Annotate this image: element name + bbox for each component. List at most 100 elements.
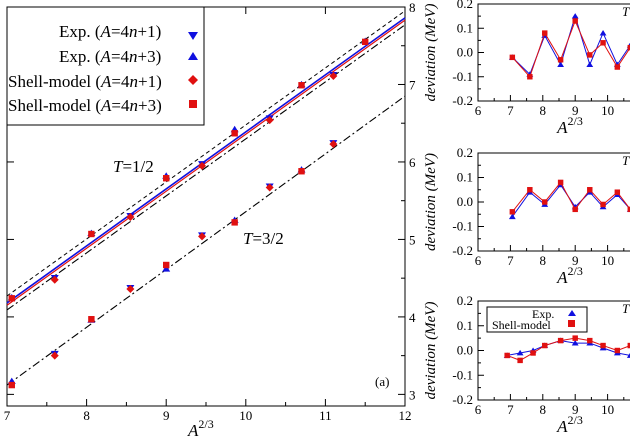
deviation-panels: -0.2-0.10.00.10.26789101deviation (MeV)A…	[423, 0, 630, 436]
dev-x-tick-label: 9	[572, 402, 579, 417]
dev-y-tick-label: -0.2	[452, 243, 473, 258]
dev-series-line	[511, 14, 630, 76]
x-tick-label: 7	[4, 408, 11, 423]
x-tick-label: 11	[319, 408, 332, 423]
legend-marker-tri-up	[188, 52, 198, 60]
main-data-points	[7, 37, 370, 389]
deviation-legend-tri	[568, 310, 576, 316]
data-point	[198, 161, 207, 170]
x-tick-label: 10	[239, 408, 252, 423]
dev-x-tick-label: 7	[507, 103, 514, 118]
deviation-legend-exp: Exp.	[532, 307, 554, 321]
dev-y-tick-label: 0.0	[457, 45, 473, 60]
deviation-panel-3: -0.2-0.10.00.10.26789101deviation (MeV)A…	[423, 293, 630, 436]
dev-y-tick-label: 0.0	[457, 343, 473, 358]
data-point	[329, 140, 338, 149]
data-point	[265, 116, 274, 125]
dev-data-point	[614, 347, 621, 354]
dev-x-tick-label: 6	[475, 253, 482, 268]
data-point	[231, 130, 238, 137]
dev-x-tick-label: 10	[601, 103, 614, 118]
dev-data-point	[571, 13, 579, 19]
x-tick-label: 8	[83, 408, 90, 423]
dev-y-tick-label: 0.2	[457, 293, 473, 308]
dev-x-tick-label: 8	[540, 402, 547, 417]
dev-y-tick-label: 0.1	[457, 318, 473, 333]
data-point	[265, 183, 274, 192]
dev-data-point	[614, 189, 621, 195]
dev-data-point	[599, 30, 607, 36]
dev-y-tick-label: 0.1	[457, 170, 473, 185]
dev-data-point	[571, 340, 579, 346]
dev-data-point	[557, 337, 564, 344]
dev-data-point	[587, 337, 593, 344]
legend-box	[6, 6, 205, 126]
fit-line-solid-red	[6, 19, 406, 306]
dev-y-tick-label: 0.1	[457, 20, 473, 35]
dev-y-tick-label: 0.2	[457, 0, 473, 11]
deviation-panel-1: -0.2-0.10.00.10.26789101deviation (MeV)A…	[423, 0, 630, 137]
data-point	[126, 212, 135, 221]
dev-y-label: deviation (MeV)	[423, 4, 439, 102]
dev-x-label: A2/3	[556, 413, 583, 436]
dev-series-line	[511, 181, 630, 213]
dev-x-tick-label: 9	[572, 103, 579, 118]
deviation-legend: Exp. Shell-model	[486, 306, 588, 333]
dev-y-tick-label: -0.2	[452, 392, 473, 407]
dev-series-line	[511, 19, 630, 78]
label-t-half: T=1/2	[113, 157, 154, 176]
data-point	[298, 168, 305, 175]
fit-line-dashdot	[6, 95, 406, 386]
dev-data-point	[587, 187, 593, 193]
dev-x-label-exp: 2/3	[568, 413, 583, 427]
data-point	[88, 316, 95, 323]
data-point	[50, 275, 59, 284]
dev-data-point	[508, 213, 516, 220]
data-point	[88, 230, 95, 238]
dev-corner-label: T	[622, 301, 630, 316]
main-axis-ticks: 7 8 9 10 11 12 3 4 5 6 7 8	[4, 0, 416, 423]
dev-data-point	[516, 349, 524, 356]
y-tick-label: 7	[409, 77, 416, 92]
dev-y-tick-label: -0.2	[452, 93, 473, 108]
dev-y-tick-label: -0.1	[452, 219, 473, 234]
fit-lines	[6, 10, 406, 386]
dev-data-point	[587, 52, 593, 58]
dev-x-tick-label: 7	[507, 402, 514, 417]
dev-y-tick-label: -0.1	[452, 69, 473, 84]
dev-x-tick-label: 8	[540, 103, 547, 118]
y-tick-label: 5	[409, 232, 416, 247]
dev-data-point	[504, 352, 510, 359]
data-point	[329, 71, 338, 80]
dev-y-label: deviation (MeV)	[423, 302, 439, 400]
dev-data-point	[600, 201, 606, 208]
legend-entry-exp-4n1: Exp. (A=4n+1)	[59, 22, 161, 41]
fit-line-solid-blue	[6, 17, 406, 304]
deviation-frame	[477, 152, 630, 252]
fit-line-dashdot	[6, 24, 406, 311]
y-tick-label: 6	[409, 155, 416, 170]
data-point	[298, 82, 305, 89]
dev-data-point	[542, 30, 548, 36]
data-point	[126, 285, 135, 294]
dev-x-tick-label: 9	[572, 253, 579, 268]
y-tick-label: 8	[409, 0, 416, 15]
main-legend: Exp. (A=4n+1) Exp. (A=4n+3) Shell-model …	[6, 6, 205, 126]
dev-y-label: deviation (MeV)	[423, 153, 439, 251]
data-point	[231, 219, 238, 226]
dev-corner-label: T	[622, 4, 630, 19]
dev-x-tick-label: 10	[601, 402, 614, 417]
dev-data-point	[557, 179, 564, 186]
legend-marker-tri-down	[188, 32, 198, 40]
dev-x-label-exp: 2/3	[568, 264, 583, 278]
dev-data-point	[542, 199, 548, 205]
data-point	[362, 38, 369, 46]
y-tick-label: 3	[409, 387, 416, 402]
dev-data-point	[509, 54, 516, 61]
dev-y-tick-label: 0.0	[457, 194, 473, 209]
legend-marker-square	[189, 100, 197, 108]
data-point	[50, 351, 59, 360]
data-point	[198, 232, 207, 241]
dev-data-point	[509, 209, 516, 215]
